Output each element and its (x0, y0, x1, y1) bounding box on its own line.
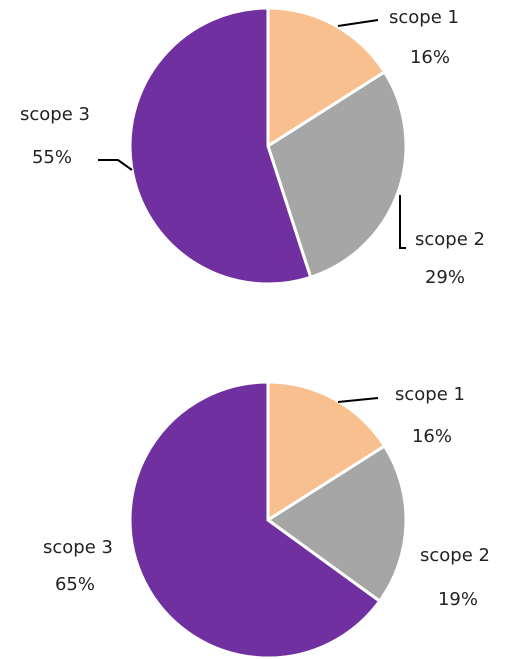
slice-label: scope 2 (415, 229, 485, 250)
slice-value-label: 16% (412, 426, 452, 447)
slice-label: scope 1 (395, 384, 465, 405)
leader-line (337, 19, 379, 27)
leader-line (98, 159, 133, 171)
slice-label: scope 3 (20, 104, 90, 125)
leader-line (399, 195, 406, 249)
pie-slice (128, 380, 382, 659)
slice-value-label: 65% (55, 574, 95, 595)
leader-line (337, 397, 379, 403)
pie-slice (266, 69, 408, 280)
pie-slice (266, 380, 387, 523)
pie-slice (266, 6, 387, 149)
slice-label: scope 3 (43, 537, 113, 558)
leader-lines (98, 19, 406, 403)
slice-value-label: 19% (438, 589, 478, 610)
slice-value-label: 29% (425, 267, 465, 288)
slice-label: scope 2 (420, 545, 490, 566)
pie-slice (128, 6, 313, 286)
slice-value-label: 55% (32, 147, 72, 168)
pie-slice (265, 443, 408, 604)
slice-label: scope 1 (389, 7, 459, 28)
slice-value-label: 16% (410, 47, 450, 68)
